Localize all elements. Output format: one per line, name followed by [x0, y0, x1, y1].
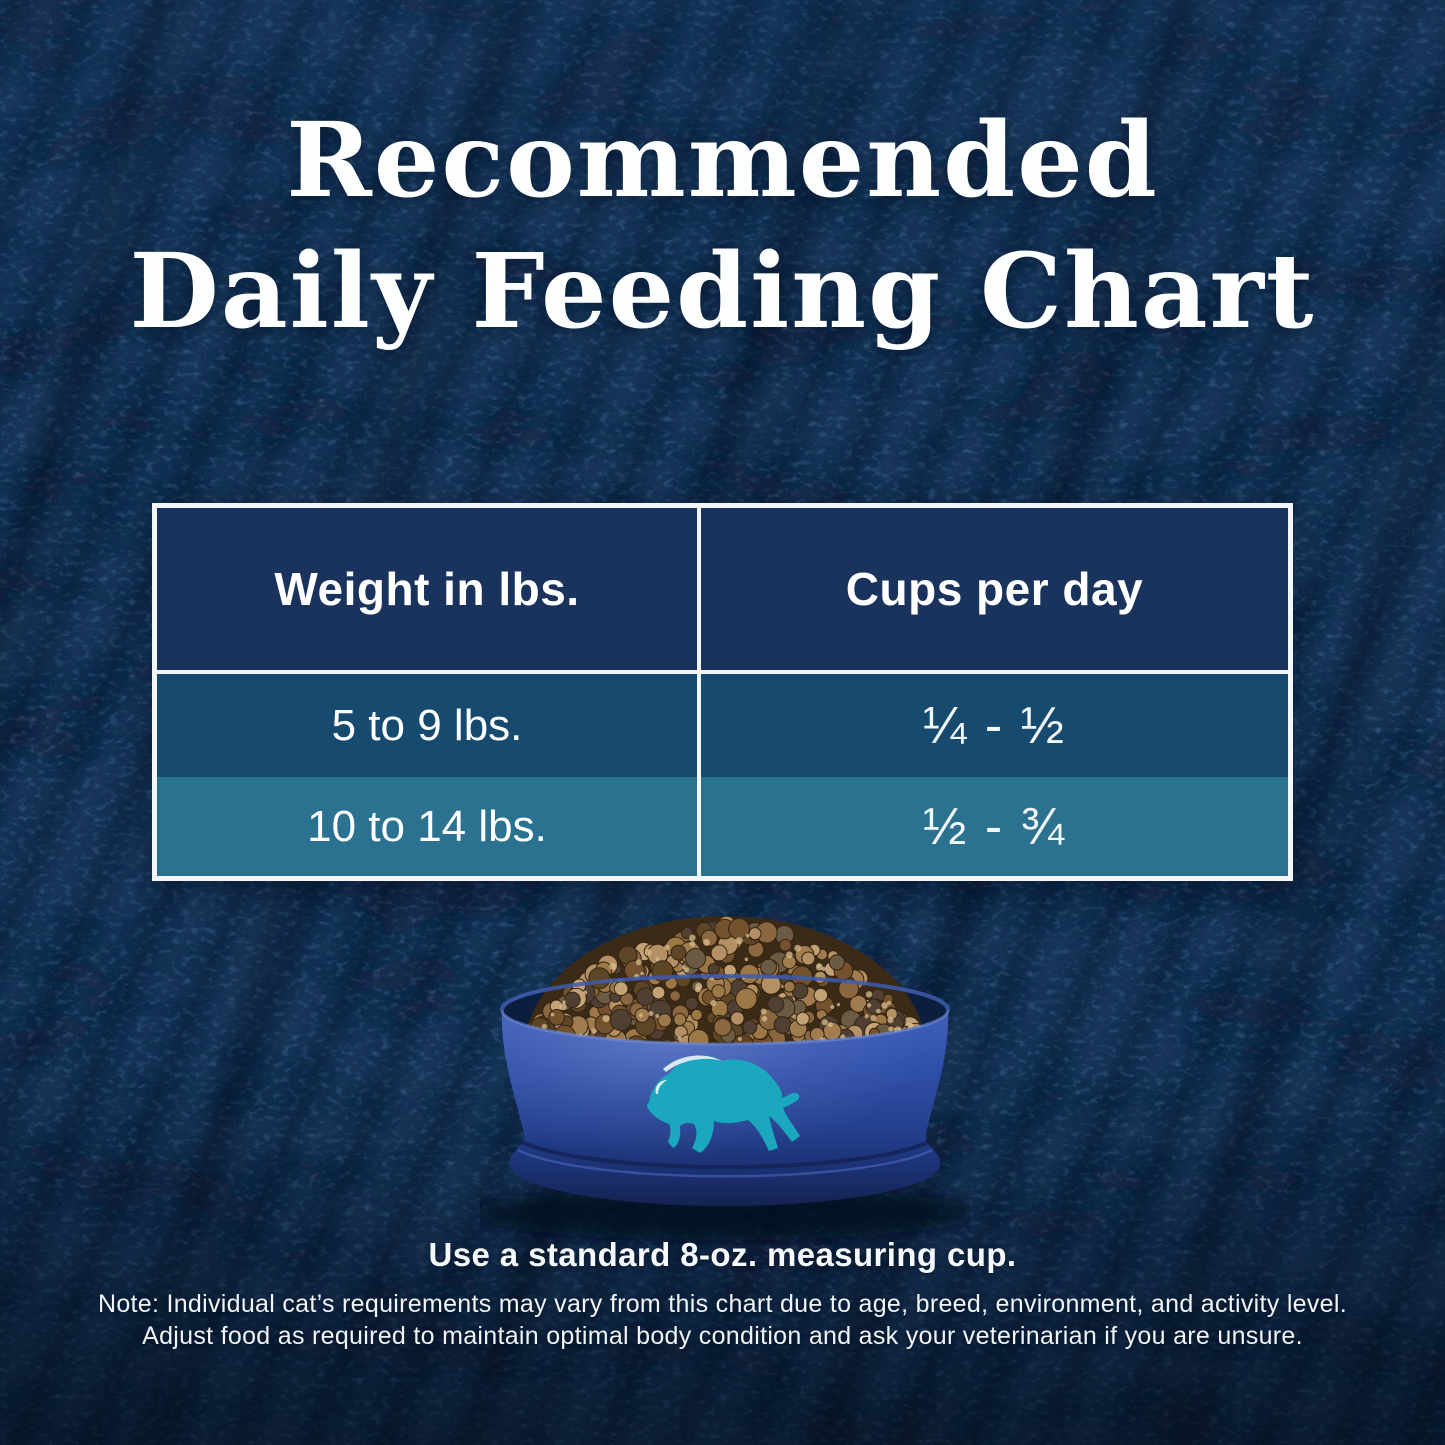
feeding-table: Weight in lbs. Cups per day 5 to 9 lbs. … — [152, 503, 1293, 881]
title-line-2: Daily Feeding Chart — [129, 230, 1316, 352]
table-header-weight: Weight in lbs. — [157, 508, 701, 674]
table-row-2-cups: ½ - ¾ — [701, 777, 1288, 876]
buffalo-horn — [655, 1080, 667, 1094]
table-header-cups: Cups per day — [701, 508, 1288, 674]
footnote-line-2: Adjust food as required to maintain opti… — [142, 1322, 1303, 1350]
bowl-rim-front-edge — [500, 1009, 950, 1046]
bowl-rim-back-edge — [500, 974, 950, 1011]
table-row-1-cups: ¼ - ½ — [701, 674, 1288, 777]
buffalo-hump-highlight — [663, 1055, 722, 1072]
measuring-cup-caption: Use a standard 8-oz. measuring cup. — [428, 1236, 1017, 1273]
bowl-base-groove — [521, 1140, 929, 1170]
buffalo-logo — [647, 1055, 800, 1153]
page-title: Recommended Daily Feeding Chart — [0, 96, 1445, 358]
food-bowl-illustration — [480, 916, 970, 1240]
table-row-1-weight: 5 to 9 lbs. — [157, 674, 701, 777]
footnote: Note: Individual cat’s requirements may … — [0, 1288, 1445, 1352]
bowl-shadow — [480, 1186, 970, 1240]
footnote-line-1: Note: Individual cat’s requirements may … — [97, 1290, 1347, 1318]
table-row-2-weight: 10 to 14 lbs. — [157, 777, 701, 876]
title-line-1: Recommended — [286, 100, 1159, 221]
bowl-base-highlight — [517, 1148, 933, 1178]
